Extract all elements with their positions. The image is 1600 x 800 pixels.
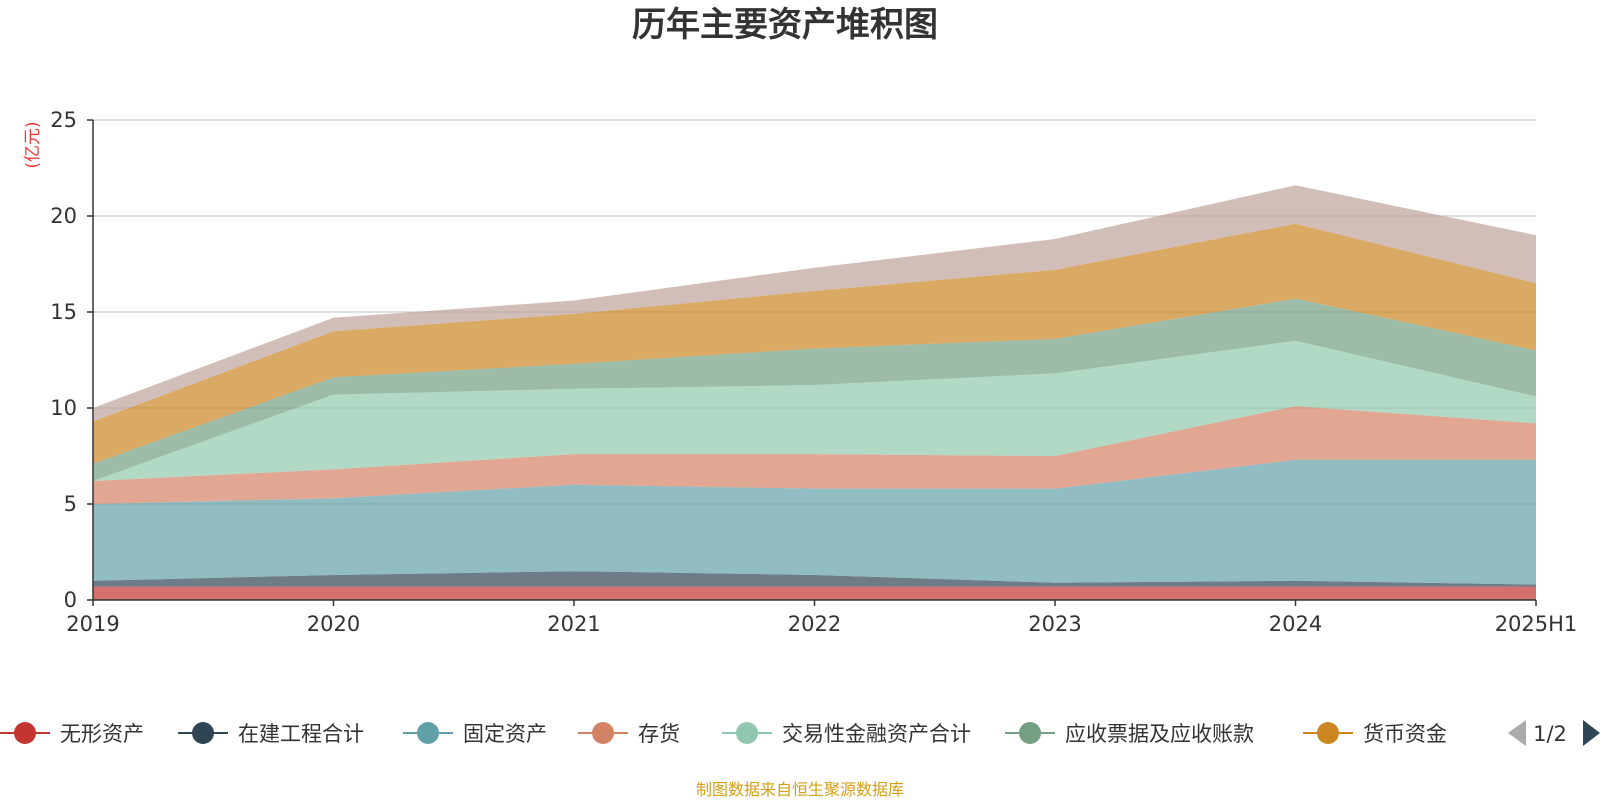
legend-marker — [14, 722, 36, 744]
area-series-7 — [93, 185, 1536, 422]
x-tick-label: 2024 — [1269, 612, 1322, 636]
legend-marker — [417, 722, 439, 744]
y-tick-label: 15 — [50, 300, 77, 324]
x-tick-label: 2021 — [547, 612, 600, 636]
area-series-5 — [93, 298, 1536, 481]
legend-marker — [736, 722, 758, 744]
x-tick-label: 2025H1 — [1495, 612, 1578, 636]
legend-item[interactable]: 应收票据及应收账款 — [1005, 722, 1254, 746]
legend-marker — [192, 722, 214, 744]
y-tick-label: 10 — [50, 396, 77, 420]
y-tick-label: 20 — [50, 204, 77, 228]
y-tick-label: 0 — [64, 588, 77, 612]
legend-item[interactable]: 无形资产 — [0, 722, 144, 746]
legend-label: 交易性金融资产合计 — [782, 722, 971, 746]
x-tick-label: 2022 — [788, 612, 841, 636]
legend-label: 货币资金 — [1363, 722, 1447, 746]
legend-label: 应收票据及应收账款 — [1065, 722, 1254, 746]
x-tick-label: 2019 — [66, 612, 119, 636]
legend-item[interactable]: 货币资金 — [1303, 722, 1447, 746]
legend-marker — [1019, 722, 1041, 744]
legend-label: 固定资产 — [463, 722, 547, 746]
y-tick-label: 25 — [50, 108, 77, 132]
legend-label: 在建工程合计 — [238, 722, 364, 746]
legend-item[interactable]: 存货 — [578, 722, 680, 746]
area-series-0 — [93, 586, 1536, 600]
x-tick-label: 2020 — [307, 612, 360, 636]
area-series-1 — [93, 571, 1536, 587]
legend-item[interactable]: 交易性金融资产合计 — [722, 722, 971, 746]
data-source-note: 制图数据来自恒生聚源数据库 — [696, 780, 904, 799]
chart-title: 历年主要资产堆积图 — [632, 5, 938, 45]
legend-marker — [1317, 722, 1339, 744]
x-tick-label: 2023 — [1028, 612, 1081, 636]
legend-marker — [592, 722, 614, 744]
triangle-right-icon[interactable] — [1583, 720, 1600, 746]
triangle-left-icon[interactable] — [1508, 720, 1526, 746]
legend-label: 无形资产 — [60, 722, 144, 746]
area-series-4 — [93, 340, 1536, 481]
legend: 无形资产 在建工程合计 固定资产 存货 交易性金融资产合计 应收票据及应收账款 货币资金 — [0, 722, 1447, 746]
legend-item[interactable]: 在建工程合计 — [178, 722, 364, 746]
area-series-3 — [93, 406, 1536, 504]
area-series — [93, 185, 1536, 600]
legend-label: 存货 — [638, 722, 680, 746]
legend-page-label: 1/2 — [1533, 722, 1567, 746]
axes: 0 5 10 15 20 25 2019 2020 2021 2022 2023 2024 2025H1 — [50, 108, 1577, 636]
y-tick-label: 5 — [64, 492, 77, 516]
legend-item[interactable]: 固定资产 — [403, 722, 547, 746]
legend-pagination: 1/2 — [1508, 720, 1600, 746]
y-axis-unit: (亿元) — [23, 121, 43, 168]
area-series-6 — [93, 223, 1536, 464]
area-series-2 — [93, 459, 1536, 585]
